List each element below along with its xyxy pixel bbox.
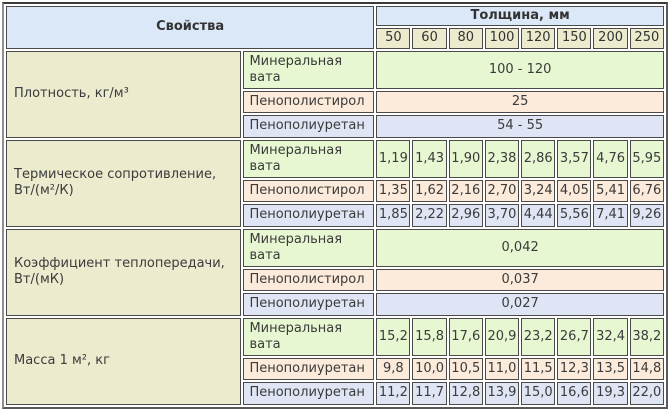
value-cell: 25	[376, 91, 664, 114]
value-cell: 26,7	[557, 317, 592, 356]
thickness-header-50: 50	[376, 28, 411, 49]
value-cell: 0,027	[376, 293, 664, 316]
thickness-header-120: 120	[521, 28, 556, 49]
property-label-mass: Масса 1 м², кг	[6, 317, 242, 405]
col-header-thickness: Толщина, мм	[376, 6, 664, 27]
property-label-thermal-resistance: Термическое сопротивление, Вт/(м²/К)	[6, 139, 242, 227]
material-cell: Пенополиуретан	[243, 204, 375, 227]
value-cell: 1,19	[376, 139, 411, 178]
value-cell: 10,5	[448, 358, 483, 381]
thickness-header-80: 80	[448, 28, 483, 49]
thickness-header-60: 60	[412, 28, 447, 49]
value-cell: 3,57	[557, 139, 592, 178]
thickness-header-250: 250	[629, 28, 664, 49]
value-cell: 23,2	[521, 317, 556, 356]
value-cell: 0,042	[376, 228, 664, 267]
material-cell: Пенополиуретан	[243, 293, 375, 316]
value-cell: 4,44	[521, 204, 556, 227]
value-cell: 13,9	[484, 382, 520, 405]
material-cell: Пенополиуретан	[243, 115, 375, 138]
table-row: Пенополистирол 0,037	[6, 269, 664, 292]
material-cell: Минеральная вата	[243, 139, 375, 178]
header-row-2: 50 60 80 100 120 150 200 250	[6, 28, 664, 49]
value-cell: 22,0	[629, 382, 664, 405]
value-cell: 4,05	[557, 180, 592, 203]
value-cell: 11,5	[521, 358, 556, 381]
value-cell: 11,2	[376, 382, 411, 405]
value-cell: 32,4	[593, 317, 628, 356]
value-cell: 3,24	[521, 180, 556, 203]
value-cell: 2,70	[484, 180, 520, 203]
value-cell: 9,8	[376, 358, 411, 381]
table-row: Пенополиуретан 1,85 2,22 2,96 3,70 4,44 …	[6, 204, 664, 227]
material-cell: Минеральная вата	[243, 50, 375, 89]
material-cell: Пенополистирол	[243, 269, 375, 292]
value-cell: 15,8	[412, 317, 447, 356]
value-cell: 5,41	[593, 180, 628, 203]
value-cell: 5,56	[557, 204, 592, 227]
value-cell: 2,96	[448, 204, 483, 227]
value-cell: 1,62	[412, 180, 447, 203]
table-row: Пенополиуретан 9,8 10,0 10,5 11,0 11,5 1…	[6, 358, 664, 381]
material-cell: Пенополиуретан	[243, 382, 375, 405]
table-row: Масса 1 м², кг Минеральная вата 15,2 15,…	[6, 317, 664, 405]
material-cell: Пенополистирол	[243, 91, 375, 114]
value-cell: 11,0	[484, 358, 520, 381]
value-cell: 15,0	[521, 382, 556, 405]
material-cell: Минеральная вата	[243, 228, 375, 267]
value-cell: 1,43	[412, 139, 447, 178]
col-header-properties: Свойства	[6, 6, 375, 49]
value-cell: 100 - 120	[376, 50, 664, 89]
property-label-heat-transfer: Коэффициент теплопередачи, Вт/(мК)	[6, 228, 242, 316]
value-cell: 13,5	[593, 358, 628, 381]
material-cell: Пенополистирол	[243, 180, 375, 203]
value-cell: 10,0	[412, 358, 447, 381]
value-cell: 2,22	[412, 204, 447, 227]
value-cell: 14,8	[629, 358, 664, 381]
value-cell: 54 - 55	[376, 115, 664, 138]
value-cell: 9,26	[629, 204, 664, 227]
thickness-header-100: 100	[484, 28, 520, 49]
value-cell: 12,3	[557, 358, 592, 381]
value-cell: 2,16	[448, 180, 483, 203]
value-cell: 4,76	[593, 139, 628, 178]
value-cell: 15,2	[376, 317, 411, 356]
value-cell: 1,90	[448, 139, 483, 178]
table-row: Пенополиуретан 0,027	[6, 293, 664, 316]
value-cell: 12,8	[448, 382, 483, 405]
thickness-header-200: 200	[593, 28, 628, 49]
value-cell: 1,35	[376, 180, 411, 203]
value-cell: 6,76	[629, 180, 664, 203]
value-cell: 7,41	[593, 204, 628, 227]
property-label-density: Плотность, кг/м³	[6, 50, 242, 138]
header-row-1: Свойства Толщина, мм	[6, 6, 664, 49]
table-row: Плотность, кг/м³ Минеральная вата 100 - …	[6, 50, 664, 138]
material-cell: Минеральная вата	[243, 317, 375, 356]
table-row: Коэффициент теплопередачи, Вт/(мК) Минер…	[6, 228, 664, 316]
value-cell: 0,037	[376, 269, 664, 292]
value-cell: 3,70	[484, 204, 520, 227]
value-cell: 11,7	[412, 382, 447, 405]
table-row: Пенополиуретан 11,2 11,7 12,8 13,9 15,0 …	[6, 382, 664, 405]
value-cell: 5,95	[629, 139, 664, 178]
thickness-header-150: 150	[557, 28, 592, 49]
value-cell: 1,85	[376, 204, 411, 227]
value-cell: 19,3	[593, 382, 628, 405]
value-cell: 16,6	[557, 382, 592, 405]
value-cell: 2,38	[484, 139, 520, 178]
value-cell: 17,6	[448, 317, 483, 356]
table-row: Пенополистирол 1,35 1,62 2,16 2,70 3,24 …	[6, 180, 664, 203]
value-cell: 2,86	[521, 139, 556, 178]
table-row: Пенополиуретан 54 - 55	[6, 115, 664, 138]
table-row: Термическое сопротивление, Вт/(м²/К) Мин…	[6, 139, 664, 227]
value-cell: 20,9	[484, 317, 520, 356]
table-row: Пенополистирол 25	[6, 91, 664, 114]
material-cell: Пенополиуретан	[243, 358, 375, 381]
value-cell: 38,2	[629, 317, 664, 356]
